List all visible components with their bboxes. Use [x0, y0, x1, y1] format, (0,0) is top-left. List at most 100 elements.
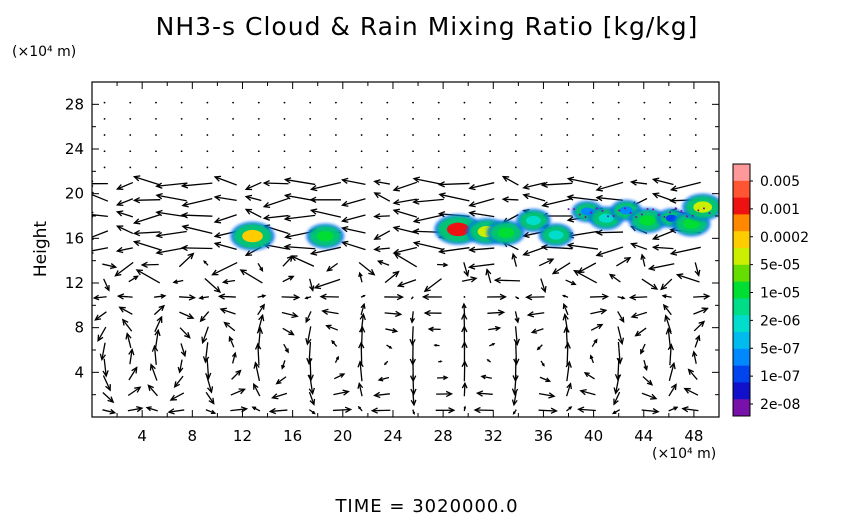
wind-dot — [309, 166, 312, 169]
wind-arrow — [671, 181, 701, 191]
cloud-trace — [629, 211, 632, 214]
wind-arrow-head — [650, 393, 658, 400]
colorbar-label: 2e-06 — [760, 313, 800, 329]
wind-arrow — [469, 182, 495, 189]
time-readout: TIME = 3020000.0 — [0, 496, 854, 517]
wind-dot — [566, 150, 569, 153]
wind-arrow-head — [307, 374, 314, 382]
wind-arrow — [232, 352, 236, 364]
wind-arrow — [272, 392, 288, 399]
wind-arrow-head — [99, 353, 106, 362]
wind-arrow-head — [391, 327, 399, 334]
wind-arrow — [204, 278, 221, 293]
wind-dot — [694, 101, 697, 104]
cloud-trace — [578, 213, 581, 216]
cloud-trace — [674, 207, 677, 210]
wind-arrow — [282, 255, 293, 267]
wind-arrow-head — [681, 406, 689, 413]
colorbar-swatch — [733, 365, 750, 383]
wind-arrow — [384, 312, 401, 315]
wind-dot — [206, 134, 209, 136]
wind-dot — [463, 101, 466, 104]
x-tick-label: 16 — [283, 427, 302, 445]
wind-arrow-head — [439, 360, 443, 363]
wind-arrow-head — [468, 184, 476, 191]
wind-arrow-head — [486, 359, 490, 362]
colorbar-swatch — [733, 315, 750, 333]
wind-arrow — [342, 214, 366, 222]
wind-arrow — [688, 369, 698, 381]
x-axis-unit: (×10⁴ m) — [652, 446, 717, 462]
wind-arrow — [523, 194, 546, 202]
wind-arrow-head — [180, 350, 187, 358]
wind-dot — [180, 134, 183, 136]
cloud-trace — [663, 215, 666, 218]
wind-arrow-head — [468, 201, 476, 208]
wind-arrow — [609, 273, 621, 283]
colorbar-frame — [732, 163, 751, 417]
cloud-trace — [646, 208, 649, 211]
cloud-blob — [306, 223, 345, 249]
wind-arrow — [360, 314, 365, 333]
y-tick-label: 28 — [65, 95, 84, 113]
wind-arrow — [134, 176, 161, 186]
wind-arrow — [92, 247, 109, 252]
wind-arrow-head — [107, 396, 115, 404]
wind-arrow-head — [646, 379, 654, 386]
wind-arrow-head — [221, 278, 229, 285]
wind-arrow-head — [647, 264, 656, 271]
wind-arrow-head — [547, 258, 555, 265]
wind-arrow — [596, 181, 624, 191]
wind-dot — [643, 134, 646, 136]
wind-arrow — [178, 253, 194, 268]
wind-arrow-head — [373, 192, 381, 199]
wind-arrow-head — [669, 185, 678, 192]
x-tick-label: 40 — [584, 427, 603, 445]
wind-arrow-head — [540, 181, 548, 188]
y-tick-label: 20 — [65, 185, 84, 203]
wind-arrow — [224, 321, 236, 332]
wind-dot — [309, 150, 312, 153]
wind-arrow-head — [437, 181, 446, 188]
wind-arrow — [308, 391, 315, 405]
wind-arrow — [539, 376, 550, 382]
wind-dot — [540, 101, 543, 104]
wind-arrow-head — [675, 273, 684, 280]
colorbar-label: 0.005 — [760, 174, 800, 190]
wind-arrow-head — [445, 390, 454, 398]
wind-arrow-head — [121, 318, 129, 326]
wind-arrow — [635, 327, 647, 337]
wind-arrow — [127, 386, 141, 397]
wind-arrow-head — [613, 387, 620, 395]
wind-arrow — [590, 309, 607, 315]
wind-arrow — [552, 262, 571, 275]
wind-dot — [360, 117, 363, 120]
wind-dot — [437, 117, 440, 120]
wind-arrow — [174, 375, 184, 388]
wind-arrow-head — [331, 339, 336, 345]
wind-arrow-head — [448, 407, 456, 414]
wind-arrow — [385, 328, 397, 332]
wind-arrow — [617, 311, 625, 323]
wind-arrow — [398, 279, 417, 287]
wind-arrow — [212, 261, 238, 276]
wind-arrow-head — [109, 263, 118, 270]
wind-arrow — [411, 311, 414, 323]
wind-arrow-head — [339, 373, 346, 378]
wind-arrow — [342, 227, 366, 234]
wind-arrow — [202, 326, 209, 343]
wind-arrow — [257, 304, 265, 316]
x-tick-label: 12 — [233, 427, 252, 445]
wind-arrow-head — [154, 328, 161, 337]
wind-dot — [514, 150, 517, 153]
wind-arrow-head — [617, 337, 625, 346]
wind-arrow — [542, 198, 573, 207]
wind-arrow-head — [125, 332, 132, 340]
colorbar-label: 0.001 — [760, 202, 800, 218]
wind-arrow — [631, 243, 648, 250]
wind-arrow-head — [92, 294, 100, 301]
wind-arrow-head — [475, 390, 484, 397]
cloud-trace — [640, 213, 643, 216]
wind-arrow — [326, 325, 339, 331]
wind-dot — [643, 117, 646, 120]
